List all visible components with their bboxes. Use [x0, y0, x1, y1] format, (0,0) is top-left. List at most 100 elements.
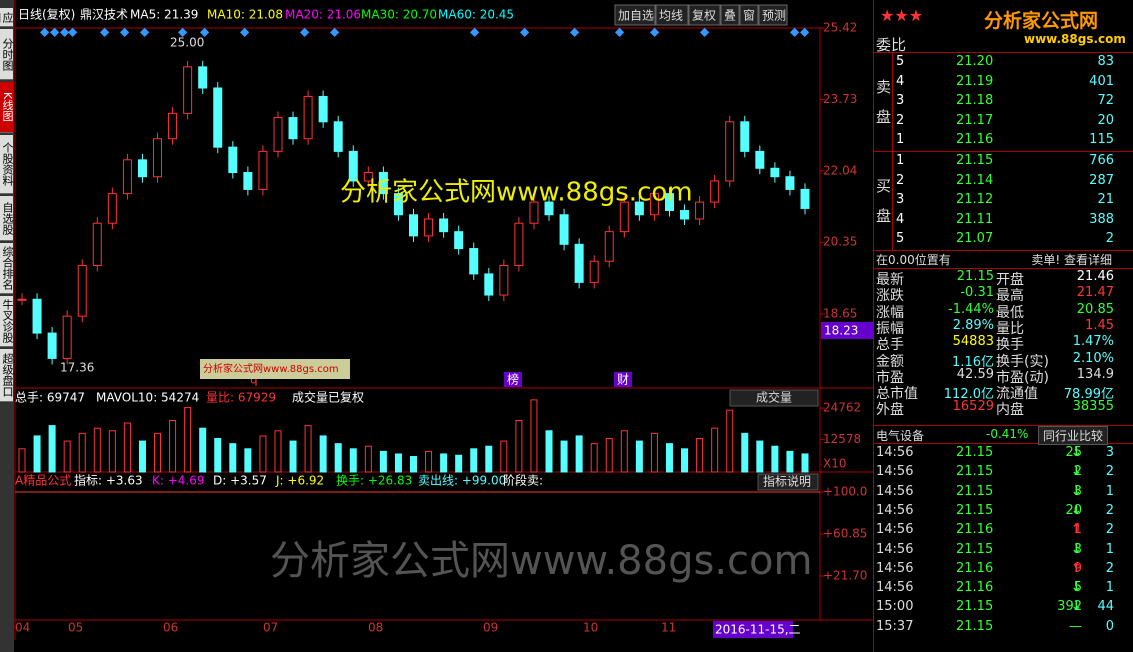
stat-value: 21.15	[956, 269, 994, 284]
level: 5	[896, 231, 905, 246]
diamond-marker: ◆	[40, 25, 50, 39]
tick-time: 14:56	[876, 560, 914, 576]
volume-bar	[711, 427, 719, 473]
month-label: 08	[368, 621, 383, 635]
tick-price: 21.15	[956, 599, 994, 615]
level: 1	[896, 132, 905, 147]
volume-bar	[18, 448, 26, 473]
volume-bar	[455, 454, 463, 473]
volume-bar	[530, 399, 538, 473]
toolbar-button-bg	[655, 4, 689, 26]
sidebar-tab[interactable]: 超级盘口	[0, 349, 14, 402]
industry-name: 电气设备	[876, 429, 925, 443]
sidebar-tab[interactable]: 综合排名	[0, 243, 14, 294]
level: 2	[896, 112, 905, 128]
toolbar-button[interactable]: 加自选	[618, 9, 654, 23]
indicator-header: A精品公式	[15, 474, 71, 488]
volume-bar	[259, 435, 267, 473]
diamond-marker: ◆	[68, 25, 78, 39]
toolbar-button-bg	[758, 4, 788, 26]
level: 1	[896, 153, 905, 168]
tick-arrow: ↑	[1071, 522, 1082, 538]
tick-price: 21.15	[956, 445, 994, 460]
volume-bar	[108, 430, 116, 473]
sidebar-tab[interactable]: 自选股	[0, 196, 14, 241]
tick-arrow: ↓	[1071, 502, 1082, 518]
stat-name: 最低	[996, 304, 1024, 321]
toolbar-button[interactable]: 复权	[692, 9, 716, 23]
volume-bar	[771, 445, 779, 473]
candle	[273, 117, 283, 152]
tick-count: 1	[1105, 483, 1114, 499]
stat-value: 54883	[952, 334, 994, 350]
volume: 388	[1089, 211, 1114, 227]
tick-count: 1	[1105, 580, 1114, 596]
indicator-header: 阶段卖:	[503, 473, 543, 488]
candle	[153, 138, 163, 178]
tick-volume: 3	[1073, 483, 1082, 499]
tick-count: 2	[1105, 502, 1114, 518]
indicator-help[interactable]: 指标说明	[763, 474, 811, 489]
sidebar-tab[interactable]: 个股资料	[0, 135, 14, 194]
candle	[710, 180, 720, 203]
price-tag: 18.23	[824, 324, 858, 338]
volume: 83	[1097, 54, 1114, 69]
tick-arrow: ↓	[1071, 464, 1082, 480]
diamond-marker: ◆	[800, 25, 810, 39]
tick-count: 2	[1105, 464, 1114, 480]
volume: 115	[1089, 132, 1114, 147]
diamond-marker: ◆	[300, 25, 310, 39]
marker-bg	[504, 372, 522, 387]
stat-value: 112.0亿	[943, 387, 994, 403]
chart-area: 日线(复权) 鼎汉技术 MA5: 21.39 MA10: 21.08 MA20: 21.…	[14, 0, 873, 640]
industry-button[interactable]: 同行业比较	[1038, 426, 1109, 445]
candle	[439, 218, 449, 233]
price: 21.12	[956, 192, 994, 207]
logo-url: www.88gs.com	[1024, 32, 1126, 46]
candle	[499, 264, 509, 296]
note-link[interactable]: 卖单! 查看详细	[1031, 253, 1112, 267]
price-tag-bg	[821, 322, 873, 339]
candle	[755, 150, 765, 169]
y-tick-label: +21.70	[823, 568, 867, 582]
toolbar-button[interactable]: 均线	[659, 9, 683, 23]
volume-dropdown[interactable]: 成交量	[756, 390, 792, 405]
diamond-marker: ◆	[60, 25, 70, 39]
sidebar-tab[interactable]: 应用	[0, 8, 14, 27]
price: 21.20	[956, 54, 994, 69]
toolbar-button[interactable]: 预测	[762, 9, 786, 23]
candle	[589, 260, 599, 283]
volume-bar	[394, 453, 402, 473]
sidebar-tab[interactable]: 牛叉诊股	[0, 296, 14, 347]
volume-bar	[620, 430, 628, 473]
stat-name: 换手(实)	[996, 353, 1049, 370]
month-label: 11	[661, 621, 676, 635]
diamond-marker: ◆	[240, 25, 250, 39]
stat-value: 2.89%	[952, 317, 994, 333]
tick-volume: 20	[1065, 502, 1082, 518]
candle	[92, 222, 102, 266]
stat-name: 振幅	[876, 320, 904, 337]
volume-bar	[470, 448, 478, 473]
level: 3	[896, 192, 905, 207]
sell-label: 盘	[876, 108, 892, 126]
help-bg	[757, 473, 819, 491]
candle	[725, 121, 735, 182]
volume-bar	[199, 427, 207, 473]
candle	[664, 193, 674, 212]
diamond-marker: ◆	[570, 25, 580, 39]
tick-time: 14:56	[876, 483, 914, 499]
candle	[32, 298, 42, 334]
marker-bg	[614, 372, 632, 387]
candle	[469, 248, 479, 275]
toolbar-button[interactable]: 叠	[724, 9, 736, 23]
toolbar-button-bg	[614, 4, 656, 26]
candle	[137, 159, 147, 178]
candle	[122, 159, 132, 195]
diamond-marker: ◆	[470, 25, 480, 39]
y-tick-label: +100.0	[823, 484, 867, 498]
sidebar-tab[interactable]: 分时图	[0, 29, 14, 80]
toolbar-button[interactable]: 窗	[743, 9, 755, 23]
sidebar-tab[interactable]: K线图	[0, 82, 14, 133]
y-tick-label: 12578	[823, 432, 861, 446]
